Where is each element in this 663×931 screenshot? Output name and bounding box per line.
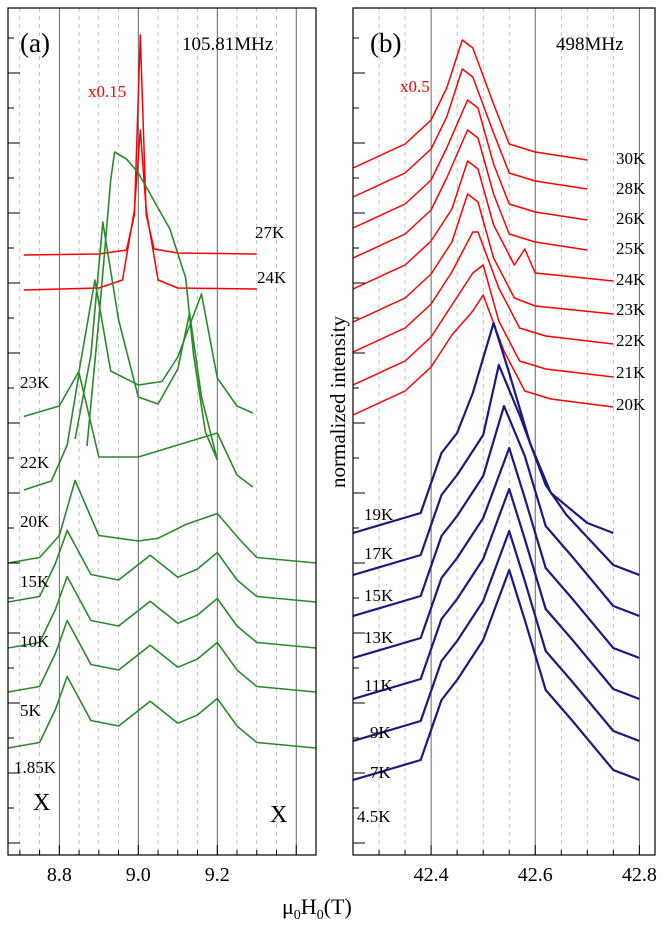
- series-line: [352, 404, 640, 618]
- panel-a-marker-right: X: [270, 802, 287, 828]
- series-line: [352, 68, 588, 198]
- x-tick-label: 42.6: [518, 864, 553, 886]
- series-label: 5K: [20, 701, 42, 720]
- panel-b-label: (b): [370, 28, 401, 58]
- x-tick-label: 8.8: [47, 864, 72, 886]
- series-line: [352, 294, 614, 416]
- panel-a-grid: [19, 8, 317, 855]
- series-line: [7, 575, 317, 649]
- series-line: [7, 675, 317, 749]
- panel-b-frame: [352, 7, 656, 856]
- series-label: 20K: [20, 512, 50, 531]
- panel-a-series: 27K 24K 23K 22K 20K 15K 10K 5K 1.85K: [7, 34, 317, 777]
- series-label: 28K: [616, 179, 646, 198]
- panel-a: 27K 24K 23K 22K 20K 15K 10K 5K 1.85K 8.8 9.0 9.2 (…: [7, 7, 317, 886]
- series-label: 1.85K: [14, 758, 57, 777]
- series-label: 30K: [616, 149, 646, 168]
- x-tick-label: 42.4: [414, 864, 449, 886]
- series-line: [352, 264, 614, 386]
- series-line: [7, 479, 317, 564]
- series-label: 24K: [616, 270, 646, 289]
- series-line: [352, 363, 640, 577]
- x-axis-label: μ0H0(T): [282, 894, 352, 923]
- series-label: 4.5K: [357, 807, 391, 826]
- series-label: 13K: [364, 628, 394, 647]
- panel-a-marker-left: X: [33, 790, 50, 816]
- series-line: [86, 151, 219, 461]
- series-label: 15K: [364, 586, 394, 605]
- series-label: 10K: [20, 632, 50, 651]
- series-label: 20K: [616, 395, 646, 414]
- series-line: [352, 39, 588, 169]
- series-line: [352, 529, 640, 743]
- series-line: [352, 231, 614, 353]
- series-label: 19K: [364, 505, 394, 524]
- series-line: [352, 99, 588, 229]
- series-label: 23K: [616, 300, 646, 319]
- series-label: 25K: [616, 239, 646, 258]
- series-line: [352, 129, 588, 259]
- panel-b-freq: 498MHz: [556, 34, 624, 55]
- series-line: [352, 568, 640, 782]
- series-label: 27K: [255, 223, 285, 242]
- panel-b: 30K 28K 26K 25K 24K 23K 22K 21K 20K 19K 17K 15K 13K 1…: [326, 7, 657, 886]
- panel-b-ticks: 42.4 42.6 42.8: [352, 37, 657, 886]
- panel-b-ylabel: normalized intensity: [326, 315, 350, 488]
- x-tick-label: 9.0: [126, 864, 151, 886]
- series-label: 22K: [20, 453, 50, 472]
- panel-a-label: (a): [20, 28, 50, 58]
- series-line: [352, 160, 614, 290]
- series-label: 21K: [616, 363, 646, 382]
- x-tick-label: 42.8: [622, 864, 657, 886]
- series-label: 7K: [370, 763, 392, 782]
- series-line: [352, 446, 640, 660]
- series-label: 17K: [364, 544, 394, 563]
- panel-a-ticks: 8.8 9.0 9.2: [8, 37, 317, 886]
- panel-a-freq: 105.81MHz: [182, 34, 273, 55]
- panel-b-scale: x0.5: [400, 77, 430, 96]
- series-label: 24K: [257, 268, 287, 287]
- series-label: 9K: [370, 723, 392, 742]
- panel-a-scale: x0.15: [88, 82, 126, 101]
- panel-b-series: 30K 28K 26K 25K 24K 23K 22K 21K 20K 19K 17K 15K 13K 1…: [352, 39, 646, 826]
- panel-a-frame: [7, 7, 317, 856]
- series-line: [7, 529, 317, 603]
- series-label: 23K: [20, 373, 50, 392]
- series-label: 15K: [20, 572, 50, 591]
- series-line: [23, 279, 254, 418]
- series-line: [23, 34, 257, 256]
- series-line: [23, 372, 254, 491]
- series-line: [352, 193, 614, 323]
- series-line: [7, 619, 317, 693]
- series-label: 26K: [616, 209, 646, 228]
- series-line: [352, 487, 640, 701]
- series-label: 11K: [364, 676, 393, 695]
- series-line: [352, 321, 614, 535]
- x-tick-label: 9.2: [205, 864, 230, 886]
- series-label: 22K: [616, 331, 646, 350]
- series-line: [23, 129, 257, 291]
